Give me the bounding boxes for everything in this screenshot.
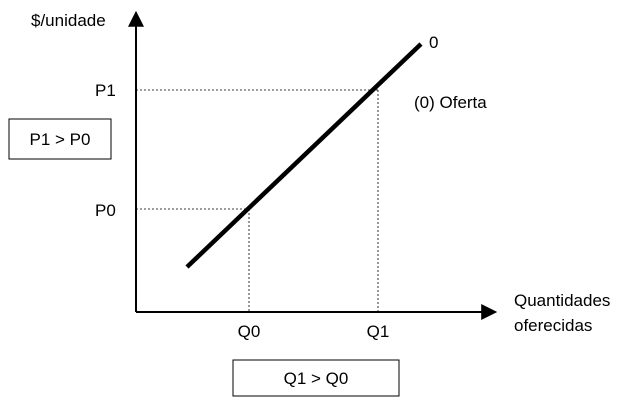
supply-curve [185,42,423,269]
legend-text: (0) Oferta [414,93,487,112]
price-box [8,118,112,160]
x-axis-label-line1: Quantidades [514,291,610,310]
quantity-tick-q0: Q0 [238,322,261,341]
quantity-box [232,359,400,397]
x-axis-label-line2: oferecidas [514,316,592,335]
price-box-label: P1 > P0 [30,130,91,149]
price-tick-p1: P1 [95,81,116,100]
price-tick-p0: P0 [95,201,116,220]
y-axis-label: $/unidade [31,11,106,30]
curve-end-label: 0 [429,33,438,52]
quantity-box-label: Q1 > Q0 [284,369,349,388]
quantity-tick-q1: Q1 [367,322,390,341]
